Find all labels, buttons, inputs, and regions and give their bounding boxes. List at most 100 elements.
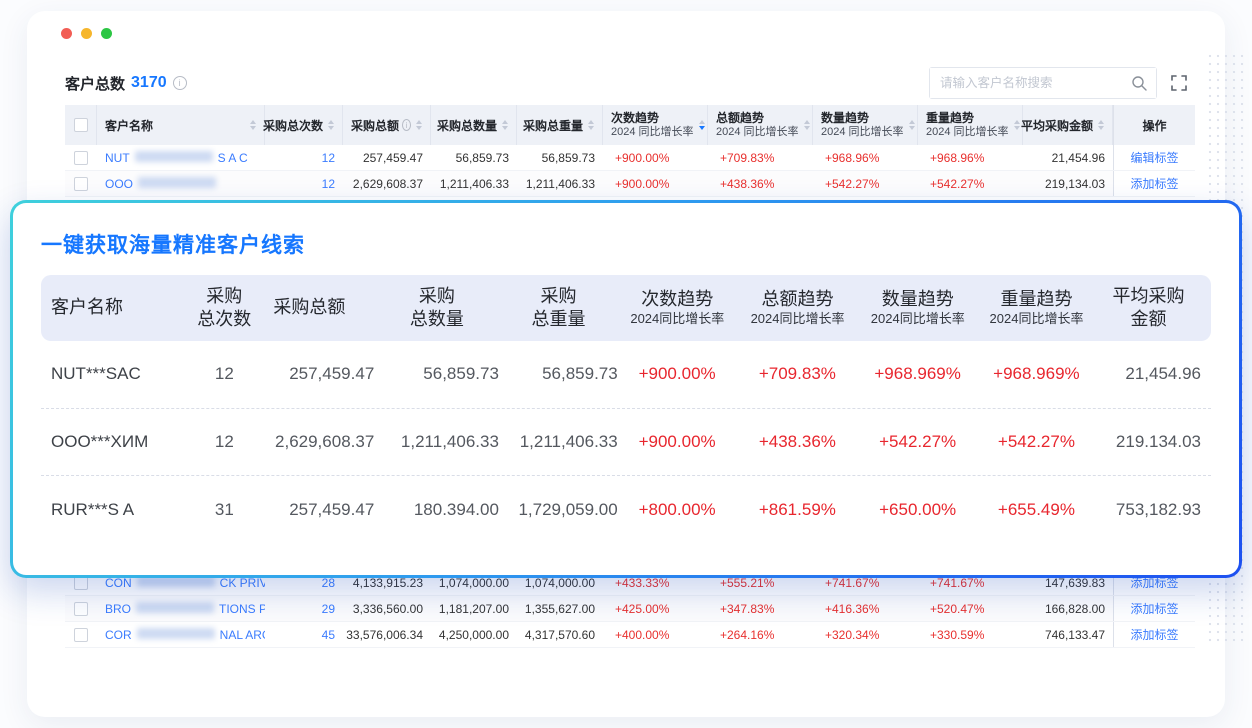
tag-action-link[interactable]: 添加标签	[1130, 628, 1179, 642]
row-checkbox[interactable]	[74, 627, 88, 642]
purchase-quantity-cell: 56,859.73	[455, 150, 509, 165]
purchase-weight: 1,211,406.33	[519, 431, 618, 451]
purchase-times: 12	[214, 364, 234, 384]
search-input[interactable]	[930, 68, 1156, 98]
weight-trend-cell: +542.27%	[930, 176, 985, 191]
purchase-times-link[interactable]: 45	[321, 627, 335, 642]
redacted-name	[136, 575, 215, 587]
info-icon[interactable]: i	[402, 119, 411, 131]
customer-search	[929, 67, 1157, 99]
fullscreen-icon[interactable]	[1171, 75, 1187, 91]
weight-trend-cell: +741.67%	[930, 575, 985, 590]
average-amount-cell: 746,133.47	[1044, 627, 1105, 642]
promo-title: 一键获取海量精准客户线索	[41, 234, 305, 257]
sort-icon	[1098, 120, 1104, 130]
average-amount-cell: 147,639.83	[1044, 575, 1105, 590]
quantity-trend: +968.969%	[874, 364, 961, 384]
col-header-purchase-times[interactable]: 采购总次数	[263, 105, 343, 145]
times-trend-cell: +900.00%	[615, 150, 670, 165]
purchase-quantity-cell: 1,211,406.33	[439, 176, 509, 191]
customer-name-link[interactable]: OOO	[105, 176, 221, 191]
table-row[interactable]: OOO 12 2,629,608.37 1,211,406.33 1,211,4…	[65, 171, 1195, 197]
quantity-trend-cell: +741.67%	[825, 575, 880, 590]
close-window-button[interactable]	[61, 28, 72, 39]
sort-icon	[908, 120, 915, 130]
purchase-weight-cell: 1,355,627.00	[524, 601, 595, 616]
col-header-purchase-weight[interactable]: 采购总重量	[517, 105, 603, 145]
col-header-average-amount[interactable]: 平均采购金额	[1021, 105, 1113, 145]
tag-action-link[interactable]: 编辑标签	[1130, 151, 1179, 165]
purchase-times-link[interactable]: 29	[321, 601, 335, 616]
average-amount: 753,182.93	[1115, 499, 1201, 519]
table-row[interactable]: NUT S A C 12 257,459.47 56,859.73 56,859.…	[65, 145, 1195, 171]
promo-table-row: OOO***ХИМ 12 2,629,608.37 1,211,406.33 1…	[41, 409, 1211, 476]
info-icon[interactable]: i	[172, 76, 187, 90]
table-header-row: 客户名称 采购总次数 采购总额 i 采购总数量 采购总重量	[65, 105, 1195, 145]
times-trend-cell: +900.00%	[615, 176, 670, 191]
purchase-quantity: 56,859.73	[423, 364, 499, 384]
customer-table: 客户名称 采购总次数 采购总额 i 采购总数量 采购总重量	[65, 105, 1195, 648]
sort-icon	[416, 120, 422, 130]
redacted-name	[136, 627, 215, 639]
weight-trend: +968.969%	[993, 364, 1080, 384]
row-checkbox[interactable]	[74, 176, 88, 191]
purchase-amount: 257,459.47	[289, 364, 375, 384]
row-checkbox[interactable]	[74, 601, 88, 616]
purchase-quantity-cell: 1,074,000.00	[438, 575, 509, 590]
purchase-quantity-cell: 1,181,207.00	[438, 601, 509, 616]
row-checkbox[interactable]	[74, 150, 88, 165]
select-all-checkbox[interactable]	[73, 118, 88, 132]
purchase-amount-cell: 4,133,915.23	[352, 575, 423, 590]
purchase-times-link[interactable]: 28	[321, 575, 335, 590]
purchase-times-link[interactable]: 12	[321, 176, 335, 191]
amount-trend: +438.36%	[758, 431, 836, 451]
promo-table-row: RUR***S A 31 257,459.47 180.394.00 1,729…	[41, 476, 1211, 544]
window-controls	[61, 28, 112, 39]
col-header-purchase-amount[interactable]: 采购总额 i	[343, 105, 431, 145]
quantity-trend-cell: +542.27%	[825, 176, 880, 191]
col-header-quantity-trend[interactable]: 数量趋势 2024 同比增长率	[813, 105, 918, 145]
page-title: 客户总数	[65, 75, 126, 93]
promo-table-header: 客户名称 采购 总次数 采购总额 采购 总数量 采购 总重量 次数趋势 2024同比增长…	[41, 275, 1211, 341]
col-header-customer-name[interactable]: 客户名称	[97, 105, 265, 145]
times-trend: +800.00%	[638, 499, 716, 519]
promo-table-body: NUT***SAC 12 257,459.47 56,859.73 56,859…	[41, 341, 1211, 544]
purchase-amount-cell: 2,629,608.37	[352, 176, 423, 191]
col-header-amount-trend[interactable]: 总额趋势 2024 同比增长率	[708, 105, 813, 145]
sort-icon	[502, 120, 508, 130]
average-amount-cell: 21,454.96	[1051, 150, 1105, 165]
amount-trend-cell: +347.83%	[720, 601, 775, 616]
purchase-quantity: 180.394.00	[413, 499, 499, 519]
tag-action-link[interactable]: 添加标签	[1130, 602, 1179, 616]
col-header-times-trend[interactable]: 次数趋势 2024 同比增长率	[603, 105, 708, 145]
quantity-trend-cell: +320.34%	[825, 627, 880, 642]
redacted-name	[138, 176, 217, 188]
quantity-trend-cell: +416.36%	[825, 601, 880, 616]
times-trend: +900.00%	[638, 364, 716, 384]
purchase-times-link[interactable]: 12	[321, 150, 335, 165]
amount-trend: +709.83%	[758, 364, 836, 384]
minimize-window-button[interactable]	[81, 28, 92, 39]
col-header-purchase-quantity[interactable]: 采购总数量	[431, 105, 517, 145]
weight-trend: +542.27%	[997, 431, 1075, 451]
sort-icon	[250, 120, 256, 130]
times-trend: +900.00%	[638, 431, 716, 451]
purchase-quantity-cell: 4,250,000.00	[438, 627, 509, 642]
purchase-weight-cell: 4,317,570.60	[524, 627, 595, 642]
tag-action-link[interactable]: 添加标签	[1130, 177, 1179, 191]
maximize-window-button[interactable]	[101, 28, 112, 39]
search-icon[interactable]	[1131, 75, 1148, 97]
purchase-amount-cell: 257,459.47	[362, 150, 423, 165]
amount-trend: +861.59%	[758, 499, 836, 519]
amount-trend-cell: +264.16%	[720, 627, 775, 642]
tag-action-link[interactable]: 添加标签	[1130, 576, 1179, 590]
col-header-weight-trend[interactable]: 重量趋势 2024 同比增长率	[918, 105, 1023, 145]
customer-name-link[interactable]: NUT S A C	[105, 150, 248, 165]
